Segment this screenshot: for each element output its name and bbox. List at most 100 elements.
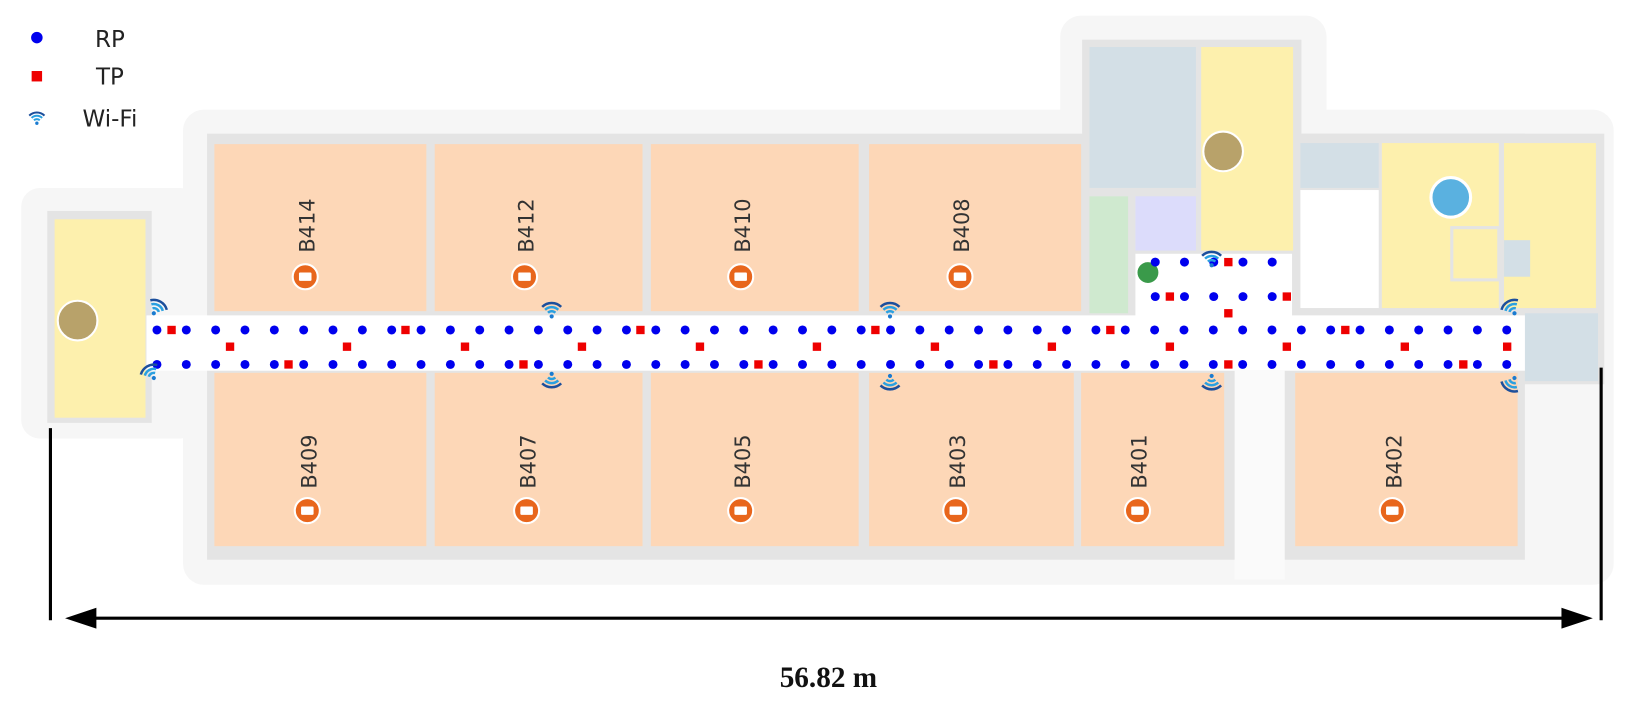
rp-point [1208,359,1218,369]
wifi-arc [151,302,165,312]
rp-point [592,325,602,335]
tp-point [1502,342,1512,351]
wifi-arc [879,301,901,308]
rp-point [1355,325,1365,335]
wifi-icon [28,111,46,125]
rp-point [387,359,397,369]
tp-point [754,360,763,369]
room [1089,46,1196,188]
wifi-arc [885,378,895,383]
wifi-arc [544,379,560,385]
wifi-arc [1504,379,1518,389]
rp-point [357,359,367,369]
rp-point [974,325,984,335]
rp-point [533,325,543,335]
rp-point [563,325,573,335]
tp-point [989,360,998,369]
room [1300,190,1379,309]
corridor [1234,370,1285,580]
rp-point [974,359,984,369]
wifi-arc [1207,258,1217,263]
rooms [214,144,1518,547]
rp-point [944,359,954,369]
tp-point [871,325,880,335]
rp-point [1062,325,1072,335]
dimension-line [48,367,1603,621]
rp-point [533,359,543,369]
tp-point [1106,325,1115,335]
wifi-arc [1504,302,1518,312]
rp-point [592,359,602,369]
rp-point [1384,325,1394,335]
room [650,144,859,312]
rp-point [1150,257,1160,267]
wifi-icon [541,301,563,319]
tp-point [930,342,940,351]
restroom [1450,226,1501,282]
rp-point [1355,359,1365,369]
rp-point [1032,359,1042,369]
room-label: B405 [731,434,755,488]
wifi-arc [150,298,169,311]
room [434,372,643,547]
room-label: B408 [950,198,974,252]
wifi-arc [1201,384,1223,391]
tp-point [577,342,587,351]
room-icon-glyph [1386,506,1399,515]
rp-point [563,359,573,369]
room [1135,196,1196,251]
rp-point [1032,325,1042,335]
dimension-label: 56.82 m [780,662,877,694]
rp-point [798,359,807,369]
room [869,372,1074,547]
tp-point [460,342,470,351]
wifi-dot [549,371,554,376]
wifi-arc [1204,381,1220,387]
wifi-arc [152,306,161,313]
tp-point [1224,309,1233,318]
tp-point [284,360,293,369]
tp-point [695,342,705,351]
rp-point [1326,359,1336,369]
wifi-dot [151,375,156,381]
rp-point [827,325,837,335]
rp-point [1091,325,1101,335]
room [214,372,427,547]
rp-point [1150,359,1160,369]
wifi-arc [885,310,895,314]
wifi-arc [547,310,557,314]
rp-point [240,325,250,335]
rp-point [1179,292,1189,302]
stair-icon [56,130,1245,342]
room-label: B410 [731,198,755,252]
rp-point [827,359,837,369]
wifi-arc [1500,298,1519,311]
room [1089,196,1129,314]
rp-point [1384,359,1394,369]
elevator-icon [1135,260,1161,286]
rp-point [181,359,191,369]
wifi-arc [1204,254,1220,260]
rp-point [445,325,455,335]
rp-point [211,359,221,369]
wifi-arc [30,114,43,119]
room-label: B401 [1128,434,1152,488]
rp-point [651,325,661,335]
room [1295,372,1518,547]
rp-point [1414,325,1424,335]
rp-point [1267,292,1277,302]
tp-point [1047,342,1057,351]
rp-point [504,325,514,335]
rp-point [1443,325,1453,335]
rp-point [357,325,367,335]
room [1524,313,1599,382]
legend-label: TP [95,65,124,91]
rp-point [299,359,309,369]
tp-point [401,325,410,335]
room-icon-glyph [953,272,967,281]
tp-point [1400,342,1409,351]
rp-point [739,325,749,335]
wifi-arc [544,305,560,311]
rp-point [915,325,925,335]
